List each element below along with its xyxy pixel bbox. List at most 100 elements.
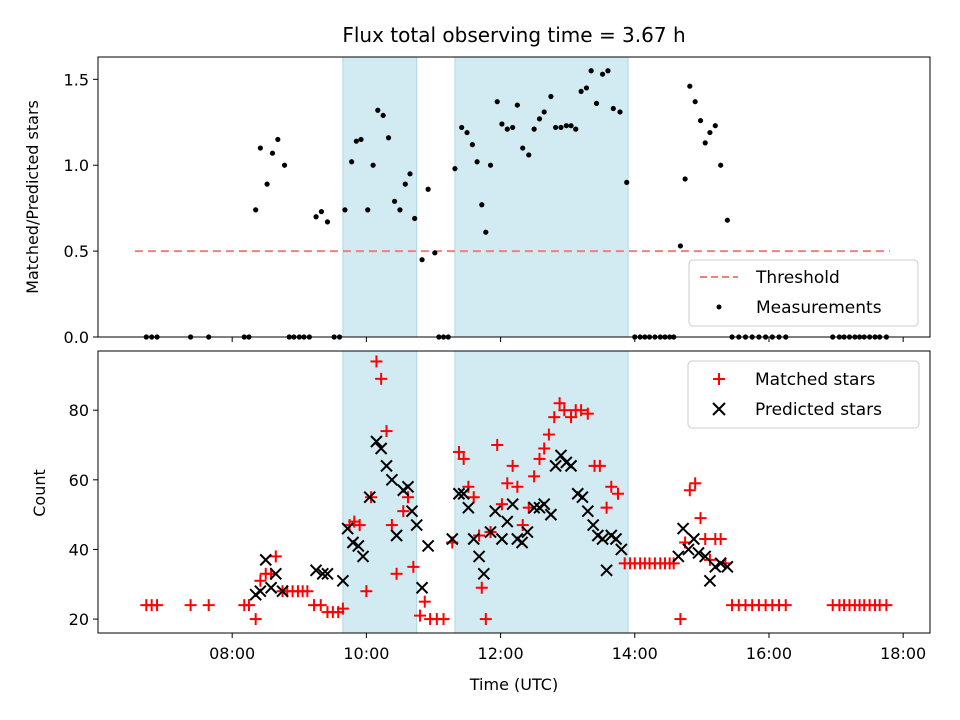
matched-star-point: [575, 404, 588, 417]
top-panel-shaded-intervals: [342, 56, 629, 338]
matched-star-point: [479, 613, 492, 626]
measurement-point: [682, 176, 688, 182]
predicted-star-point: [609, 532, 623, 546]
measurement-point: [553, 124, 559, 131]
matched-star-point: [600, 501, 613, 514]
matched-star-point: [528, 470, 541, 483]
top-y-axis-label: Matched/Predicted stars: [23, 100, 42, 294]
predicted-star-point: [600, 564, 613, 577]
measurement-point: [257, 145, 263, 151]
legend-matched-swatch: [713, 373, 725, 385]
y-tick-label: 1.5: [64, 70, 89, 89]
measurement-point: [718, 162, 724, 168]
matched-star-point: [694, 512, 707, 525]
predicted-star-point: [554, 449, 568, 462]
matched-star-point: [501, 477, 514, 490]
matched-star-point: [184, 599, 197, 612]
y-tick-label: 80: [69, 401, 89, 420]
predicted-star-point: [346, 536, 360, 549]
predicted-star-point: [276, 585, 289, 598]
matched-star-point: [452, 445, 465, 458]
matched-star-point: [605, 480, 618, 493]
measurement-point: [548, 93, 554, 100]
predicted-star-point: [692, 546, 705, 560]
matched-star-point: [370, 355, 383, 368]
matched-star-point: [397, 505, 410, 518]
measurement-point: [573, 126, 579, 132]
matched-star-point: [565, 411, 578, 424]
measurement-point: [275, 136, 281, 143]
matched-star-point: [336, 602, 349, 615]
predicted-star-point: [467, 532, 480, 546]
predicted-star-point: [586, 518, 600, 532]
matched-star-point: [533, 452, 546, 465]
matched-star-point: [548, 411, 561, 424]
predicted-star-point: [672, 550, 685, 563]
matched-star-point: [689, 477, 702, 490]
measurement-point: [349, 159, 355, 165]
matched-star-point: [269, 550, 282, 563]
predicted-star-point: [356, 550, 370, 563]
measurement-point: [588, 68, 594, 74]
matched-star-point: [151, 599, 164, 612]
legend-threshold-label: Threshold: [755, 268, 840, 288]
measurement-point: [697, 117, 704, 124]
predicted-star-point: [703, 574, 717, 587]
predicted-star-point: [390, 529, 403, 542]
matched-star-point: [511, 480, 524, 493]
matched-star-point: [360, 585, 373, 598]
measurement-point: [526, 152, 532, 158]
measurement-point: [313, 214, 319, 220]
shaded-interval: [342, 56, 418, 338]
matched-stars-points: [140, 355, 893, 626]
predicted-star-point: [501, 515, 514, 528]
legend-predicted-label: Predicted stars: [755, 400, 882, 420]
measurement-point: [353, 138, 359, 144]
predicted-star-point: [472, 550, 486, 563]
matched-star-point: [254, 574, 267, 587]
predicted-star-point: [380, 459, 393, 473]
measurement-point: [487, 162, 494, 168]
matched-star-point: [699, 533, 712, 545]
predicted-star-point: [477, 567, 491, 581]
measurement-point: [514, 102, 520, 108]
bottom-y-axis-label: Count: [30, 469, 49, 517]
matched-star-point: [581, 407, 594, 420]
matched-star-point: [683, 484, 696, 497]
measurement-point: [692, 99, 698, 105]
predicted-star-point: [452, 487, 466, 500]
matched-star-point: [242, 599, 255, 612]
shaded-interval: [454, 56, 629, 338]
predicted-star-point: [699, 550, 712, 563]
matched-star-point: [407, 560, 420, 573]
matched-star-point: [467, 491, 480, 504]
top-legend-box: [688, 259, 919, 327]
measurement-point: [677, 243, 684, 249]
top-panel: 0.0 0.5 1.0 1.5 Matched/Predicted stars Thr…: [23, 56, 931, 347]
measurement-point: [412, 215, 418, 222]
measurement-point: [253, 207, 259, 213]
measurement-point: [281, 162, 288, 168]
measurement-point: [391, 198, 398, 204]
predicted-star-point: [527, 501, 541, 514]
predicted-star-point: [336, 574, 350, 587]
top-panel-frame: [97, 56, 931, 338]
measurement-point: [494, 99, 500, 105]
measurement-point: [687, 83, 693, 89]
measurement-point: [531, 126, 537, 132]
predicted-star-point: [363, 491, 376, 504]
matched-star-point: [516, 519, 529, 532]
measurement-point: [385, 135, 392, 141]
measurement-point: [452, 166, 458, 172]
y-tick-label: 40: [69, 540, 89, 559]
measurement-point: [469, 142, 475, 148]
predicted-star-point: [484, 525, 497, 539]
measurement-point: [464, 129, 470, 136]
predicted-stars-points: [249, 435, 734, 601]
predicted-star-point: [264, 581, 278, 594]
measurement-point: [605, 68, 611, 74]
matched-star-point: [457, 452, 470, 465]
matched-star-point: [558, 404, 571, 417]
predicted-star-point: [316, 567, 329, 581]
matched-star-point: [380, 425, 393, 438]
